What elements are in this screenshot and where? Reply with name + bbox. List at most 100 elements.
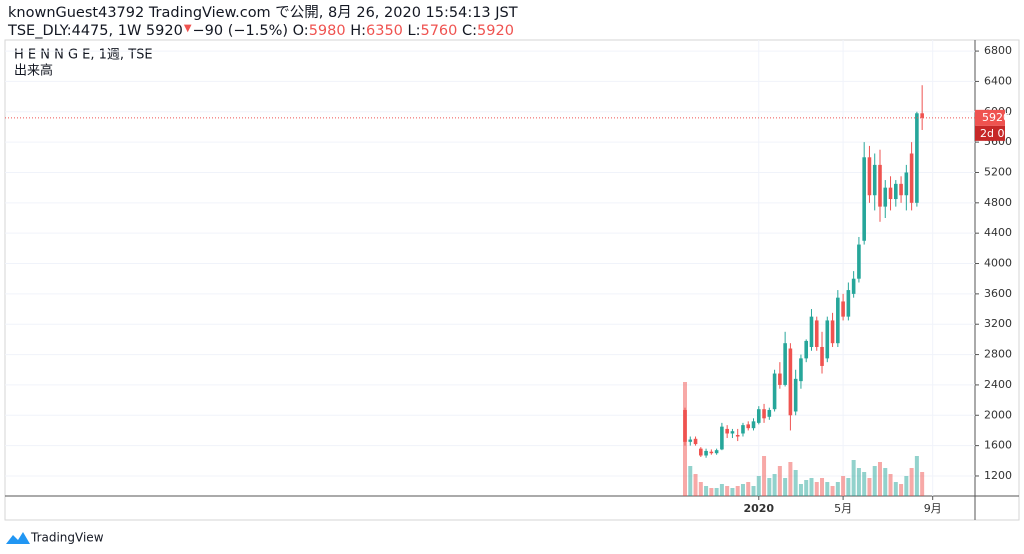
candle-body [899,183,903,196]
candle-body [714,450,719,454]
volume-bar [698,482,703,496]
publish-info: knownGuest43792 TradingView.com で公開, 8月 … [8,5,518,21]
candle-body [867,157,872,196]
volume-bar [756,476,761,496]
candle-body [746,424,751,429]
legend-title: H E N N G E, 1週, TSE [14,48,153,63]
y-tick-label: 6800 [984,44,1012,57]
volume-bar [772,474,777,496]
countdown-bg [975,125,1005,141]
volume-pane [683,382,925,496]
candle-body [793,378,798,412]
x-tick-label: 9月 [924,502,942,515]
last-price: 5920 [146,23,183,39]
candle-body [883,187,888,207]
volume-bar [867,478,872,496]
volume-bar [793,470,798,496]
candle-body [814,320,819,347]
candle-body [915,113,919,203]
candle-body [699,448,703,456]
candle-body [693,438,698,445]
candle-body [751,421,756,429]
volume-bar [777,466,782,496]
candle-body [772,373,777,410]
volume-bar [841,476,846,496]
volume-bar [730,488,735,496]
candles [683,85,924,458]
volume-bar [688,466,693,496]
y-tick-label: 4800 [984,196,1012,209]
candle-body [709,451,714,454]
volume-bar [920,472,925,496]
y-tick-label: 3200 [984,317,1012,330]
volume-bar [762,456,767,496]
candle-body [730,431,735,434]
close-label: C: [462,23,477,39]
countdown: 2d 0h [980,127,1011,140]
candle-body [704,450,708,456]
candle-body [735,434,740,437]
candle-body [683,409,687,442]
high-label: H: [350,23,366,39]
volume-bar [746,482,751,496]
candle-body [846,290,851,317]
candle-body [904,172,909,196]
candle-body [788,348,793,416]
candle-body [872,164,877,196]
low-label: L: [408,23,421,39]
down-arrow: ▼ [184,23,192,34]
candle-body [799,358,803,382]
y-tick-label: 3600 [984,287,1012,300]
y-tick-label: 2800 [984,348,1012,361]
candle-body [909,153,914,203]
volume-bar [820,478,825,496]
candle-body [809,316,814,347]
candle-body [820,346,824,366]
candle-body [762,409,766,419]
candle-body [767,409,772,417]
candle-body [878,164,882,207]
candle-body [783,343,787,385]
y-tick-label: 6400 [984,74,1012,87]
volume-bar [814,482,819,496]
volume-bar [725,486,730,496]
y-tick-label: 1600 [984,439,1012,452]
volume-bar [704,486,709,496]
open-label: O: [293,23,309,39]
candle-body [720,426,724,450]
volume-bar [862,472,867,496]
volume-bar [719,484,724,496]
volume-bar [809,478,814,496]
chart-frame [4,39,1020,521]
candle-body [778,373,782,385]
volume-title: 出来高 [14,63,53,79]
price-label-bg [975,109,1005,126]
volume-bar [914,456,919,496]
change: −90 (−1.5%) [193,23,289,39]
volume-bar [872,466,877,496]
y-tick-label: 2000 [984,408,1012,421]
volume-bar [693,474,698,496]
y-tick-label: 4400 [984,226,1012,239]
y-tick-label: 1200 [984,469,1012,482]
volume-bar [883,468,888,496]
volume-bar [740,484,745,496]
candle-body [825,320,830,359]
volume-bar [830,486,835,496]
candle-body [836,297,840,344]
volume-bar [851,460,856,496]
close-value: 5920 [477,23,514,39]
volume-bar [788,462,793,496]
x-tick-label: 5月 [834,502,852,515]
volume-bar [856,468,861,496]
volume-bar [714,488,719,496]
candle-body [741,425,745,434]
volume-bar [804,480,809,496]
logo-icon [6,532,30,544]
candle-body [725,428,729,434]
low-value: 5760 [420,23,457,39]
brand[interactable]: TradingView [30,531,104,545]
candle-body [841,301,845,317]
